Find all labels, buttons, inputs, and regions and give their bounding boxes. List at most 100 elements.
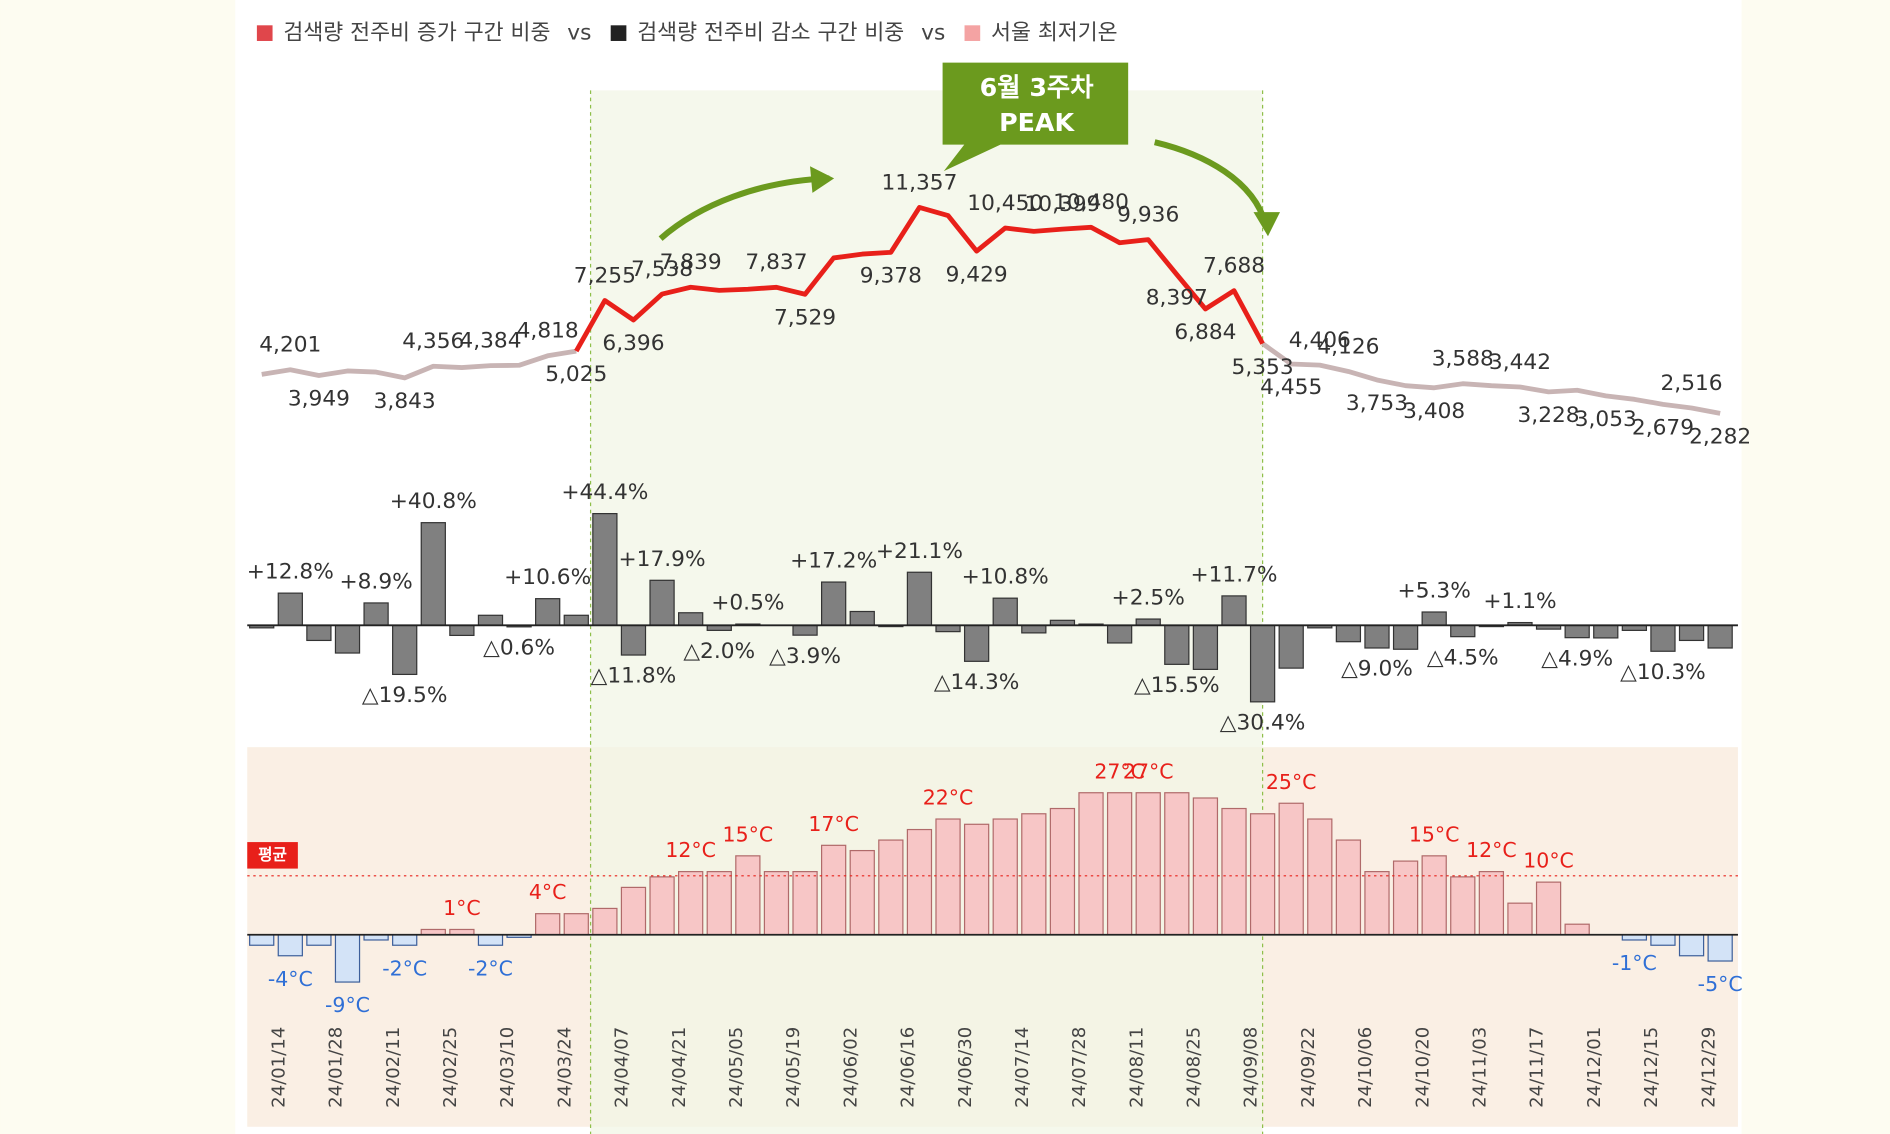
data-label: 4,384 [459, 329, 521, 354]
average-badge [247, 842, 298, 869]
bar [1049, 807, 1076, 936]
data-label: 3,053 [1575, 407, 1637, 432]
bar [592, 513, 618, 626]
data-label: -2°C [468, 956, 513, 980]
data-label: +21.1% [876, 539, 963, 564]
legend-swatch [256, 25, 273, 41]
data-label: △4.9% [1541, 646, 1613, 671]
bar [1564, 923, 1590, 936]
arrow [1153, 139, 1269, 226]
bar [906, 828, 933, 936]
bar [1650, 624, 1676, 652]
bar [1478, 871, 1505, 936]
data-label: 10,399 [1024, 192, 1100, 217]
x-tick-label: 24/04/07 [612, 1027, 633, 1108]
bar [277, 592, 303, 626]
bar [306, 934, 332, 946]
bar [1221, 595, 1247, 626]
x-tick-label: 24/11/17 [1527, 1027, 1548, 1108]
data-label: 25°C [1266, 770, 1317, 794]
bar [306, 624, 332, 642]
x-tick-label: 24/02/25 [440, 1027, 461, 1108]
line [574, 204, 1265, 353]
data-label: △9.0% [1341, 657, 1413, 682]
data-label: 2,282 [1689, 424, 1751, 449]
x-tick-label: 24/10/20 [1412, 1027, 1433, 1108]
data-label: 22°C [923, 786, 974, 810]
bar [1507, 902, 1533, 936]
x-tick-label: 24/05/19 [783, 1027, 804, 1108]
bar [1135, 792, 1161, 936]
legend-label: 서울 최저기온 [991, 21, 1118, 46]
data-label: 2,516 [1661, 371, 1723, 396]
data-label: △2.0% [683, 639, 755, 664]
data-label: +17.2% [790, 549, 877, 574]
bar [1593, 624, 1619, 639]
bar [763, 871, 790, 936]
bar [1249, 813, 1276, 936]
data-label: 4,126 [1317, 334, 1379, 359]
data-label: 27°C [1123, 759, 1174, 783]
data-label: 10,450 [967, 191, 1043, 216]
x-tick-label: 24/04/21 [669, 1027, 690, 1108]
bar [334, 624, 361, 654]
bar [563, 913, 589, 936]
bar [963, 624, 990, 662]
legend: 검색량 전주비 증가 구간 비중 vs 검색량 전주비 감소 구간 비중 vs 서울 최… [256, 21, 1118, 46]
line [261, 348, 577, 381]
data-label: 4,455 [1260, 375, 1322, 400]
data-label: 1°C [443, 896, 481, 920]
legend-label: 검색량 전주비 감소 구간 비중 [637, 21, 904, 46]
data-label: 27°C [1094, 759, 1145, 783]
annotation-text: 6월 3주차 [980, 73, 1095, 102]
bar [678, 871, 704, 936]
x-tick-label: 24/08/11 [1126, 1027, 1147, 1108]
x-tick-label: 24/12/29 [1698, 1027, 1719, 1108]
data-label: +11.7% [1190, 562, 1277, 587]
callout-box [942, 62, 1129, 172]
data-label: +5.3% [1398, 579, 1471, 604]
bar [1535, 881, 1562, 936]
bar [935, 624, 961, 633]
bar [1021, 813, 1047, 936]
data-label: △11.8% [591, 664, 677, 689]
legend-separator: vs [567, 21, 591, 46]
data-label: △14.3% [934, 670, 1020, 695]
x-tick-label: 24/06/16 [898, 1027, 919, 1108]
data-label: 17°C [808, 812, 859, 836]
data-label: △0.6% [483, 636, 555, 661]
bar [535, 913, 561, 936]
bar [449, 624, 475, 637]
data-label: -4°C [268, 967, 313, 991]
data-label: △19.5% [362, 683, 448, 708]
data-label: 5,353 [1232, 355, 1294, 380]
arrow [658, 175, 830, 241]
bar [820, 844, 847, 936]
bar [1364, 624, 1390, 649]
bar [706, 871, 732, 936]
line [1261, 341, 1721, 416]
bar [1078, 792, 1104, 936]
bar [420, 522, 446, 626]
x-tick-label: 24/10/06 [1355, 1027, 1376, 1108]
data-label: 4,201 [259, 333, 321, 358]
data-label: 7,529 [774, 305, 836, 330]
data-label: +17.9% [619, 547, 706, 572]
data-label: 3,949 [288, 387, 350, 412]
data-label: +2.5% [1112, 586, 1185, 611]
bar [1392, 860, 1419, 936]
bar [1392, 624, 1419, 650]
bar [849, 849, 875, 936]
bar [878, 839, 904, 936]
bar [1192, 624, 1219, 670]
x-tick-label: 24/08/25 [1184, 1027, 1205, 1108]
data-label: -1°C [1612, 951, 1657, 975]
data-label: 15°C [1409, 822, 1460, 846]
bar [1450, 876, 1476, 936]
bar [620, 624, 647, 656]
bar [363, 602, 389, 626]
x-tick-label: 24/07/28 [1069, 1027, 1090, 1108]
bar [1164, 792, 1190, 936]
bar [1335, 839, 1362, 936]
